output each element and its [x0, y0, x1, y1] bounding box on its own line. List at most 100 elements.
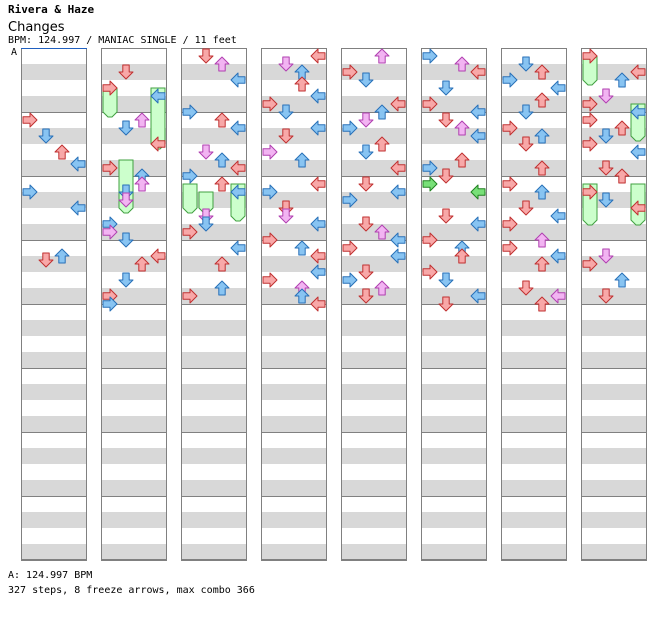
down-arrow-icon	[118, 192, 134, 208]
beat-band	[421, 352, 487, 368]
beat-band	[261, 544, 327, 560]
beat-band	[21, 352, 87, 368]
beat-band	[501, 320, 567, 336]
beat-band	[501, 224, 567, 240]
beat-band	[181, 480, 247, 496]
beat-band	[181, 96, 247, 112]
beat-band	[341, 384, 407, 400]
right-arrow-icon	[470, 184, 486, 200]
beat-band	[101, 416, 167, 432]
beat-band	[181, 224, 247, 240]
beat-band	[101, 384, 167, 400]
beat-band	[341, 128, 407, 144]
up-arrow-icon	[214, 112, 230, 128]
up-arrow-icon	[614, 272, 630, 288]
beat-band	[421, 128, 487, 144]
beat-band	[341, 448, 407, 464]
right-arrow-icon	[390, 160, 406, 176]
beat-band	[101, 544, 167, 560]
up-arrow-icon	[294, 240, 310, 256]
freeze-arrow	[182, 183, 198, 214]
right-arrow-icon	[230, 160, 246, 176]
beat-band	[261, 64, 327, 80]
left-arrow-icon	[262, 272, 278, 288]
down-arrow-icon	[358, 288, 374, 304]
down-arrow-icon	[438, 296, 454, 312]
beat-band	[421, 160, 487, 176]
beat-band	[581, 384, 647, 400]
down-arrow-icon	[598, 192, 614, 208]
beat-band	[261, 192, 327, 208]
beat-band	[181, 384, 247, 400]
left-arrow-icon	[582, 48, 598, 64]
beat-band	[581, 544, 647, 560]
right-arrow-icon	[390, 248, 406, 264]
beat-band	[21, 288, 87, 304]
up-arrow-icon	[454, 152, 470, 168]
column-border	[181, 48, 247, 560]
down-arrow-icon	[38, 128, 54, 144]
down-arrow-icon	[518, 56, 534, 72]
beat-band	[181, 160, 247, 176]
chart-info-line: BPM: 124.997 / MANIAC SINGLE / 11 feet	[8, 35, 237, 46]
beat-band	[21, 448, 87, 464]
chart-column	[581, 48, 647, 561]
beat-band	[581, 352, 647, 368]
up-arrow-icon	[54, 248, 70, 264]
right-arrow-icon	[70, 200, 86, 216]
beat-band	[21, 96, 87, 112]
down-arrow-icon	[438, 272, 454, 288]
down-arrow-icon	[278, 56, 294, 72]
beat-band	[261, 256, 327, 272]
right-arrow-icon	[310, 264, 326, 280]
beat-band	[21, 480, 87, 496]
up-arrow-icon	[214, 256, 230, 272]
left-arrow-icon	[102, 80, 118, 96]
right-arrow-icon	[310, 216, 326, 232]
left-arrow-icon	[582, 256, 598, 272]
beat-band	[101, 288, 167, 304]
beat-band	[21, 416, 87, 432]
down-arrow-icon	[598, 248, 614, 264]
left-arrow-icon	[102, 160, 118, 176]
right-arrow-icon	[550, 248, 566, 264]
step-summary: 327 steps, 8 freeze arrows, max combo 36…	[8, 585, 255, 596]
right-arrow-icon	[390, 184, 406, 200]
right-arrow-icon	[470, 288, 486, 304]
down-arrow-icon	[438, 80, 454, 96]
beat-band	[421, 320, 487, 336]
down-arrow-icon	[198, 48, 214, 64]
up-arrow-icon	[214, 56, 230, 72]
right-arrow-icon	[150, 136, 166, 152]
beat-band	[181, 288, 247, 304]
left-arrow-icon	[502, 120, 518, 136]
beat-band	[421, 448, 487, 464]
beat-band	[501, 448, 567, 464]
up-arrow-icon	[534, 64, 550, 80]
down-arrow-icon	[438, 168, 454, 184]
left-arrow-icon	[422, 48, 438, 64]
freeze-body	[182, 183, 198, 214]
left-arrow-icon	[262, 144, 278, 160]
right-arrow-icon	[630, 144, 646, 160]
left-arrow-icon	[582, 96, 598, 112]
beat-band	[581, 160, 647, 176]
down-arrow-icon	[198, 144, 214, 160]
right-arrow-icon	[230, 72, 246, 88]
chart-column	[181, 48, 247, 561]
up-arrow-icon	[214, 152, 230, 168]
beat-band	[261, 352, 327, 368]
up-arrow-icon	[214, 280, 230, 296]
beat-band	[261, 480, 327, 496]
beat-band	[21, 384, 87, 400]
beat-band	[101, 224, 167, 240]
down-arrow-icon	[438, 112, 454, 128]
beat-band	[501, 512, 567, 528]
up-arrow-icon	[374, 104, 390, 120]
down-arrow-icon	[358, 144, 374, 160]
bpm-summary: A: 124.997 BPM	[8, 570, 93, 581]
beat-band	[341, 288, 407, 304]
beat-band	[421, 256, 487, 272]
right-arrow-icon	[70, 156, 86, 172]
beat-band	[101, 448, 167, 464]
